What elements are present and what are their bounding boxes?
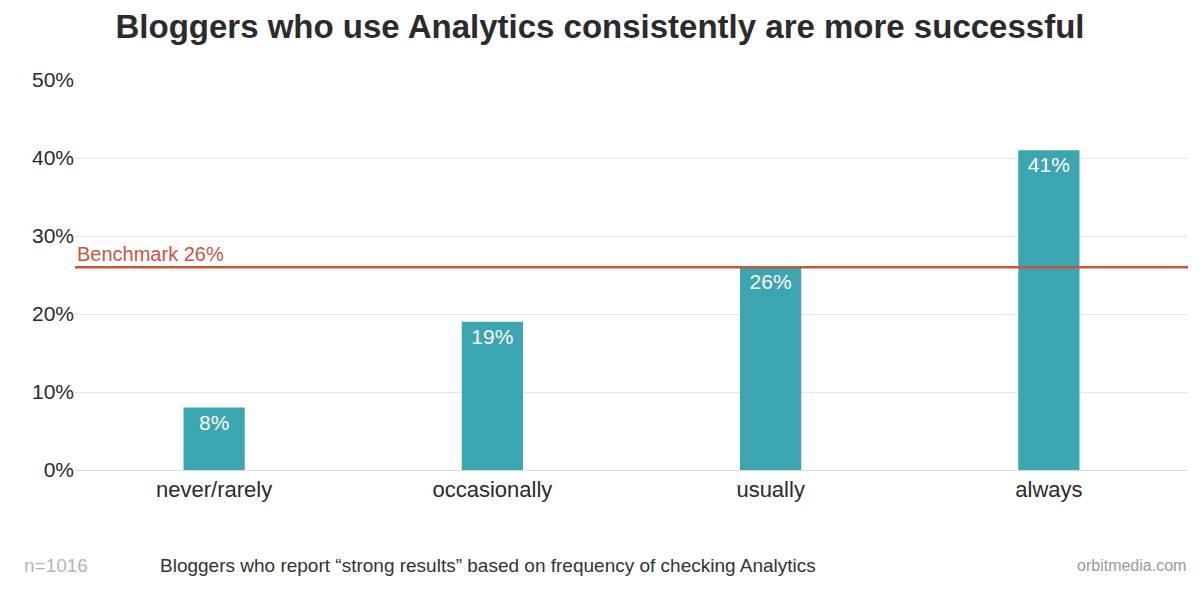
- svg-text:30%: 30%: [32, 224, 74, 247]
- svg-text:0%: 0%: [44, 458, 74, 481]
- svg-text:Benchmark 26%: Benchmark 26%: [77, 243, 224, 265]
- svg-text:20%: 20%: [32, 302, 74, 325]
- svg-text:occasionally: occasionally: [432, 477, 552, 502]
- svg-text:40%: 40%: [32, 146, 74, 169]
- svg-text:41%: 41%: [1028, 153, 1070, 176]
- svg-text:19%: 19%: [471, 325, 513, 348]
- svg-text:usually: usually: [736, 477, 804, 502]
- svg-text:10%: 10%: [32, 380, 74, 403]
- svg-text:8%: 8%: [199, 411, 229, 434]
- svg-text:50%: 50%: [32, 68, 74, 91]
- svg-text:always: always: [1015, 477, 1082, 502]
- svg-text:Bloggers who use Analytics con: Bloggers who use Analytics consistently …: [116, 8, 1085, 45]
- svg-text:26%: 26%: [750, 270, 792, 293]
- svg-text:Bloggers who report “strong re: Bloggers who report “strong results” bas…: [160, 555, 816, 576]
- svg-text:never/rarely: never/rarely: [156, 477, 272, 502]
- svg-text:orbitmedia.com: orbitmedia.com: [1077, 557, 1186, 574]
- svg-text:n=1016: n=1016: [24, 555, 88, 576]
